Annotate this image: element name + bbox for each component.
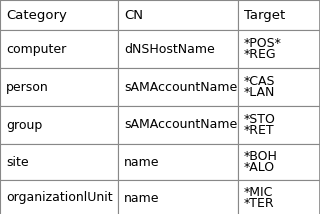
Bar xyxy=(118,180,238,214)
Bar xyxy=(0,30,118,68)
Bar xyxy=(0,106,118,144)
Text: Category: Category xyxy=(6,9,67,21)
Text: sAMAccountName: sAMAccountName xyxy=(124,119,237,131)
Text: *LAN: *LAN xyxy=(244,86,276,99)
Text: *POS*: *POS* xyxy=(244,37,282,50)
Text: person: person xyxy=(6,80,49,94)
Text: name: name xyxy=(124,156,159,168)
Bar xyxy=(0,68,118,106)
Bar xyxy=(238,180,320,214)
Text: site: site xyxy=(6,156,28,168)
Bar xyxy=(238,0,320,30)
Bar xyxy=(118,68,238,106)
Bar xyxy=(238,30,320,68)
Text: *STO: *STO xyxy=(244,113,276,126)
Bar xyxy=(118,0,238,30)
Text: *RET: *RET xyxy=(244,124,275,137)
Text: *BOH: *BOH xyxy=(244,150,278,163)
Text: group: group xyxy=(6,119,42,131)
Bar xyxy=(0,180,118,214)
Text: *TER: *TER xyxy=(244,196,275,210)
Text: computer: computer xyxy=(6,43,66,55)
Text: CN: CN xyxy=(124,9,143,21)
Bar xyxy=(238,106,320,144)
Bar xyxy=(238,68,320,106)
Text: *CAS: *CAS xyxy=(244,75,276,88)
Text: sAMAccountName: sAMAccountName xyxy=(124,80,237,94)
Text: *REG: *REG xyxy=(244,48,276,61)
Text: name: name xyxy=(124,192,159,205)
Text: Target: Target xyxy=(244,9,285,21)
Text: *MIC: *MIC xyxy=(244,186,273,199)
Bar xyxy=(118,106,238,144)
Bar xyxy=(0,144,118,180)
Text: *ALO: *ALO xyxy=(244,160,275,174)
Text: organizationlUnit: organizationlUnit xyxy=(6,192,113,205)
Bar xyxy=(0,0,118,30)
Text: dNSHostName: dNSHostName xyxy=(124,43,215,55)
Bar xyxy=(118,144,238,180)
Bar xyxy=(238,144,320,180)
Bar xyxy=(118,30,238,68)
